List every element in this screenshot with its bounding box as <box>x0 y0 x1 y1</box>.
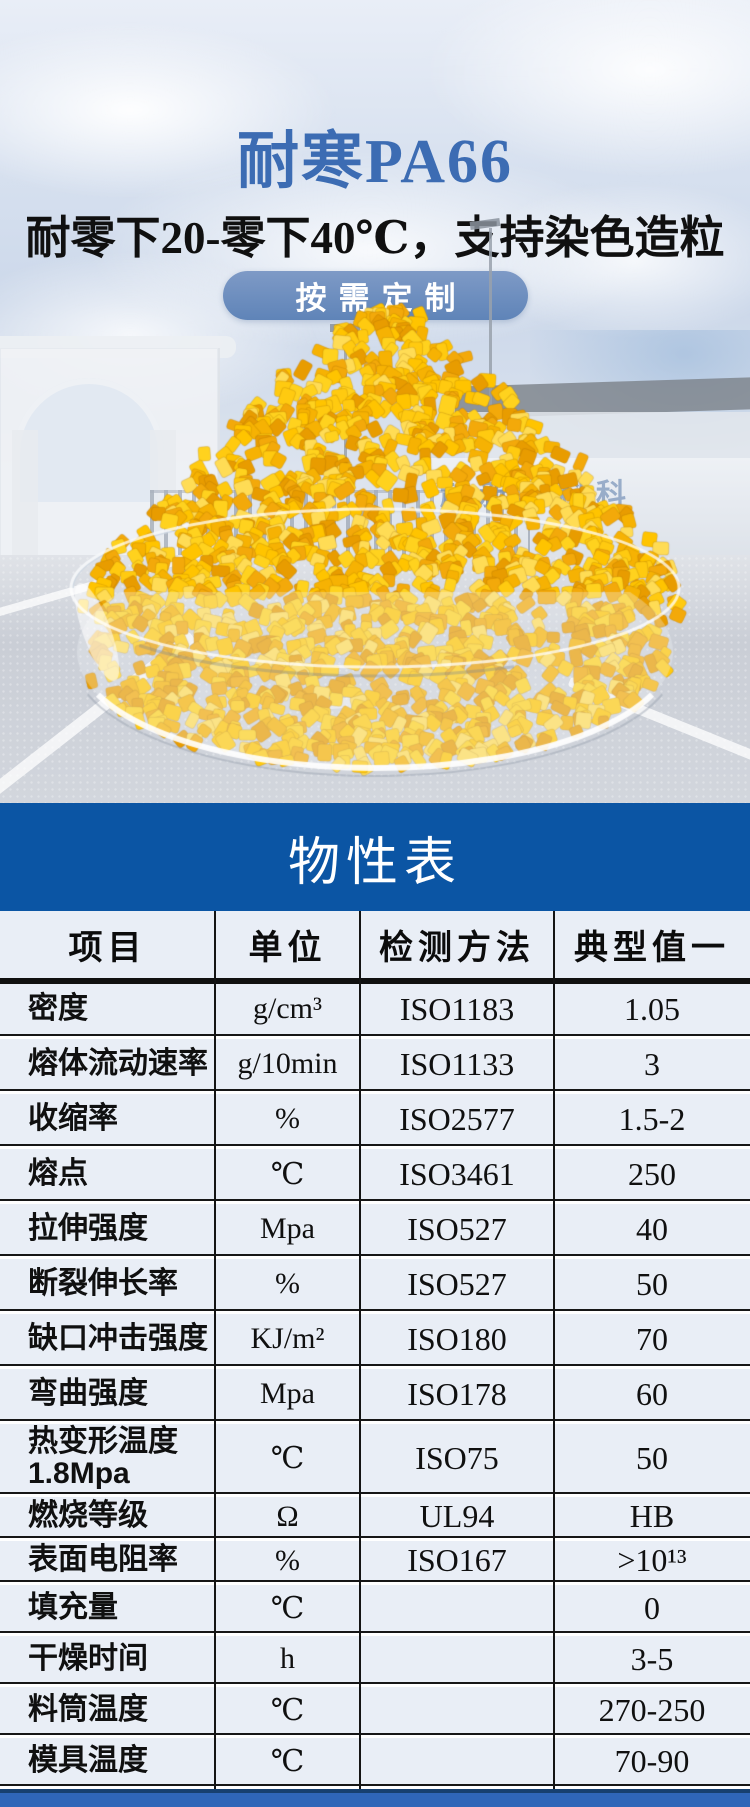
property-value: 70-90 <box>614 1742 690 1779</box>
property-unit: Mpa <box>260 1212 315 1245</box>
property-method: ISO2577 <box>399 1100 515 1137</box>
property-unit: ℃ <box>270 1744 305 1778</box>
table-row: 燃烧等级 Ω UL94 HB <box>0 1497 750 1538</box>
property-value: >10¹³ <box>617 1542 687 1578</box>
property-method: ISO178 <box>407 1375 507 1412</box>
property-name: 热变形温度 1.8Mpa <box>28 1424 178 1490</box>
table-row: 热变形温度 1.8Mpa ℃ ISO75 50 <box>0 1424 750 1494</box>
table-row: 模具温度 ℃ 70-90 <box>0 1738 750 1786</box>
table-row: 表面电阻率 % ISO167 >10¹³ <box>0 1541 750 1582</box>
hero-section: 耐寒PA66 耐零下20-零下40℃，支持染色造粒 按需定制 越新材料科 <box>0 0 750 803</box>
product-title: 耐寒PA66 <box>236 127 514 196</box>
property-name: 收缩率 <box>28 1101 118 1135</box>
table-row: 收缩率 % ISO2577 1.5-2 <box>0 1094 750 1146</box>
property-unit: KJ/m² <box>250 1322 325 1355</box>
header-value: 典型值一 <box>574 929 730 967</box>
column-divider <box>359 911 361 1789</box>
property-value: 1.05 <box>624 990 680 1027</box>
property-unit: % <box>275 1543 300 1577</box>
property-name: 熔点 <box>28 1156 88 1190</box>
property-unit: Ω <box>276 1499 299 1533</box>
property-value: 70 <box>636 1320 668 1357</box>
column-divider <box>553 911 555 1789</box>
property-value: 0 <box>644 1589 660 1626</box>
property-method: ISO1133 <box>399 1045 515 1082</box>
property-unit: ℃ <box>270 1591 305 1625</box>
property-name: 燃烧等级 <box>28 1499 148 1533</box>
property-unit: % <box>275 1102 300 1135</box>
property-unit: ℃ <box>270 1157 305 1191</box>
property-method: UL94 <box>419 1498 495 1534</box>
header-unit: 单位 <box>248 929 327 967</box>
table-row: 干燥时间 h 3-5 <box>0 1636 750 1684</box>
property-value: 250 <box>628 1155 676 1192</box>
property-name: 模具温度 <box>28 1743 148 1777</box>
property-name: 断裂伸长率 <box>28 1266 178 1300</box>
property-value: HB <box>629 1498 675 1534</box>
property-method: ISO3461 <box>399 1155 515 1192</box>
property-method: ISO180 <box>407 1320 507 1357</box>
table-row: 料筒温度 ℃ 270-250 <box>0 1687 750 1735</box>
property-name: 填充量 <box>28 1590 118 1624</box>
factory-photo: 越新材料科 <box>0 217 750 803</box>
table-header-row: 项目 单位 检测方法 典型值一 <box>0 911 750 984</box>
product-subtitle: 耐零下20-零下40℃，支持染色造粒 <box>25 213 725 264</box>
property-name: 弯曲强度 <box>28 1376 148 1410</box>
property-value: 50 <box>636 1265 668 1302</box>
property-value: 40 <box>636 1210 668 1247</box>
property-name: 密度 <box>28 991 88 1025</box>
table-row: 断裂伸长率 % ISO527 50 <box>0 1259 750 1311</box>
header-method: 检测方法 <box>379 929 535 967</box>
property-unit: ℃ <box>270 1693 305 1727</box>
property-unit: h <box>280 1642 295 1675</box>
property-method: ISO1183 <box>399 990 515 1027</box>
property-value: 1.5-2 <box>618 1100 686 1137</box>
property-name: 熔体流动速率 <box>28 1046 208 1080</box>
table-row: 熔点 ℃ ISO3461 250 <box>0 1149 750 1201</box>
property-value: 3 <box>644 1045 660 1082</box>
property-name: 拉伸强度 <box>28 1211 148 1245</box>
properties-header-band: 物性表 <box>0 803 750 911</box>
property-name: 缺口冲击强度 <box>28 1321 208 1355</box>
property-method: ISO527 <box>407 1210 507 1247</box>
properties-table: 项目 单位 检测方法 典型值一 密度 g/cm³ ISO1183 1.05 熔体… <box>0 911 750 1789</box>
property-method <box>360 1636 554 1682</box>
table-row: 熔体流动速率 g/10min ISO1133 3 <box>0 1039 750 1091</box>
property-unit: ℃ <box>270 1441 305 1475</box>
table-row: 弯曲强度 Mpa ISO178 60 <box>0 1369 750 1421</box>
property-name: 干燥时间 <box>28 1641 148 1675</box>
property-unit: g/cm³ <box>253 992 322 1025</box>
property-method: ISO75 <box>415 1439 499 1476</box>
table-row: 填充量 ℃ 0 <box>0 1585 750 1633</box>
properties-title: 物性表 <box>287 833 462 892</box>
property-method <box>360 1585 554 1631</box>
property-method <box>360 1687 554 1733</box>
property-name: 表面电阻率 <box>28 1543 178 1577</box>
property-method: ISO167 <box>407 1542 507 1578</box>
table-row: 密度 g/cm³ ISO1183 1.05 <box>0 984 750 1036</box>
table-row: 缺口冲击强度 KJ/m² ISO180 70 <box>0 1314 750 1366</box>
header-item: 项目 <box>68 929 147 967</box>
property-value: 3-5 <box>630 1640 674 1677</box>
bottom-strip <box>0 1789 750 1807</box>
property-unit: Mpa <box>260 1377 315 1410</box>
column-divider <box>214 911 216 1789</box>
property-value: 50 <box>636 1439 668 1476</box>
pellets-bowl-photo <box>0 260 750 780</box>
property-value: 60 <box>636 1375 668 1412</box>
table-row: 拉伸强度 Mpa ISO527 40 <box>0 1204 750 1256</box>
property-name: 料筒温度 <box>28 1692 148 1726</box>
property-method <box>360 1738 554 1784</box>
property-value: 270-250 <box>598 1691 706 1728</box>
property-unit: g/10min <box>237 1047 338 1080</box>
property-unit: % <box>275 1267 300 1300</box>
property-method: ISO527 <box>407 1265 507 1302</box>
